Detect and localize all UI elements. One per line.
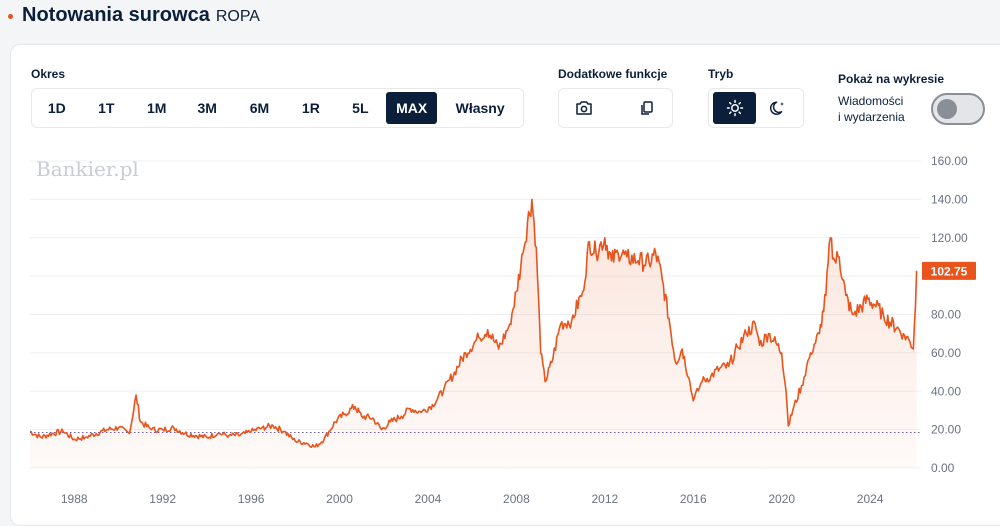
x-tick-label: 2012 <box>591 492 618 506</box>
x-tick-label: 1992 <box>149 492 176 506</box>
camera-icon[interactable] <box>563 92 606 124</box>
x-tick-label: 2016 <box>680 492 707 506</box>
period-button-max[interactable]: MAX <box>386 92 438 124</box>
last-value-tag <box>922 261 976 280</box>
extra-functions-group <box>558 88 673 128</box>
watermark-logo: Bankier.pl <box>36 157 139 181</box>
y-tick-label: 120.00 <box>931 231 968 245</box>
price-line <box>29 198 918 449</box>
period-button-1t[interactable]: 1T <box>82 92 131 124</box>
page-header: Notowania surowca ROPA <box>8 4 260 32</box>
page-title: Notowania surowca <box>22 4 210 26</box>
commodity-name: ROPA <box>215 8 260 25</box>
x-tick-label: 1988 <box>61 492 88 506</box>
period-button-5l[interactable]: 5L <box>339 92 383 124</box>
period-button-6m[interactable]: 6M <box>236 92 283 124</box>
period-button-3m[interactable]: 3M <box>183 92 232 124</box>
x-tick-label: 2004 <box>415 492 442 506</box>
y-tick-label: 60.00 <box>931 346 961 360</box>
accent-dot <box>8 14 13 19</box>
extra-functions-label: Dodatkowe funkcje <box>558 67 668 81</box>
x-tick-label: 2008 <box>503 492 530 506</box>
x-tick-label: 2024 <box>857 492 884 506</box>
mode-label: Tryb <box>708 67 734 81</box>
price-area <box>30 199 917 468</box>
copy-icon[interactable] <box>626 92 669 124</box>
news-toggle-line2: i wydarzenia <box>838 110 905 124</box>
y-tick-label: 20.00 <box>931 423 961 437</box>
mode-group <box>708 88 804 128</box>
show-on-chart-label: Pokaż na wykresie <box>838 72 945 86</box>
period-label: Okres <box>31 67 66 81</box>
moon-icon[interactable] <box>756 92 799 124</box>
period-button-1d[interactable]: 1D <box>36 92 78 124</box>
x-tick-label: 1996 <box>238 492 265 506</box>
price-chart: 0.00 20.00 40.00 60.00 80.00 120.00 140.00 160.… <box>29 154 976 506</box>
y-tick-label: 80.00 <box>931 308 961 322</box>
news-toggle[interactable] <box>931 93 985 125</box>
period-button-1m[interactable]: 1M <box>135 92 179 124</box>
period-button-własny[interactable]: Własny <box>441 92 519 124</box>
y-tick-label: 160.00 <box>931 154 968 168</box>
y-tick-label: 140.00 <box>931 192 968 206</box>
sun-icon[interactable] <box>713 92 756 124</box>
x-tick-label: 2020 <box>768 492 795 506</box>
news-toggle-line1: Wiadomości <box>838 94 904 108</box>
period-selector: 1D 1T 1M 3M 6M 1R 5L MAX Własny <box>31 88 524 128</box>
x-tick-label: 2000 <box>326 492 353 506</box>
news-toggle-label: Wiadomości i wydarzenia <box>838 93 905 125</box>
toggle-knob <box>937 99 957 119</box>
y-tick-label: 40.00 <box>931 384 961 398</box>
period-button-1r[interactable]: 1R <box>287 92 334 124</box>
last-value-label: 102.75 <box>931 264 968 278</box>
y-tick-label: 0.00 <box>931 461 955 475</box>
